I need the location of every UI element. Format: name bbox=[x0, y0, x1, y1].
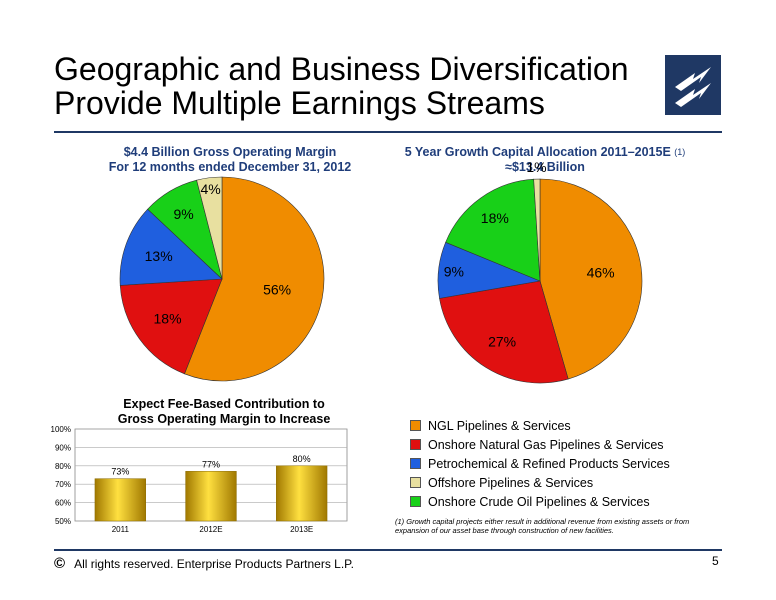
pie2-title-line-1: 5 Year Growth Capital Allocation 2011–20… bbox=[404, 145, 671, 159]
pie1-subtitle: $4.4 Billion Gross Operating Margin For … bbox=[80, 145, 380, 175]
pie-slice-onshore-natural-gas-pipelines-services bbox=[439, 280, 569, 384]
pie-slice-label: 1% bbox=[526, 159, 546, 175]
bar-y-tick-label: 60% bbox=[55, 499, 71, 508]
pie2-title-footnote-ref: (1) bbox=[674, 147, 686, 157]
title-line-2: Provide Multiple Earnings Streams bbox=[54, 85, 545, 121]
pie-chart-growth-capital: 46% 27% 9% 18% 1% bbox=[437, 159, 643, 384]
legend: NGL Pipelines & Services Onshore Natural… bbox=[410, 416, 670, 511]
bar-y-tick-label: 70% bbox=[55, 480, 71, 489]
bar-value-label: 80% bbox=[293, 454, 311, 464]
footer-rule bbox=[54, 549, 722, 551]
pie-slice-label: 27% bbox=[488, 333, 516, 349]
pie-slice-offshore-pipelines-services bbox=[196, 176, 223, 280]
legend-label: Onshore Crude Oil Pipelines & Services bbox=[428, 494, 650, 509]
copyright: © All rights reserved. Enterprise Produc… bbox=[54, 555, 354, 572]
pie-chart-gross-operating-margin: 56% 18% 13% 9% 4% bbox=[119, 176, 325, 382]
legend-item-onshore-gas: Onshore Natural Gas Pipelines & Services bbox=[410, 435, 670, 454]
bar-x-tick-label: 2013E bbox=[290, 525, 313, 534]
pie1-title-line-2: For 12 months ended December 31, 2012 bbox=[108, 160, 352, 174]
copyright-icon: © bbox=[54, 555, 66, 572]
pie-slice-label: 9% bbox=[173, 206, 193, 222]
pie-slice-label: 4% bbox=[201, 181, 221, 197]
pie2-title-line-2: ≈$13.4 Billion bbox=[505, 160, 585, 174]
pie-slice-petrochemical-refined-products-services bbox=[119, 208, 223, 286]
bar-x-tick-label: 2012E bbox=[199, 525, 222, 534]
pie-slice-label: 9% bbox=[444, 264, 464, 280]
bar-2013e bbox=[276, 465, 328, 522]
title-line-1: Geographic and Business Diversification bbox=[54, 51, 629, 87]
legend-item-petrochem: Petrochemical & Refined Products Service… bbox=[410, 454, 670, 473]
page-number: 5 bbox=[712, 554, 719, 568]
pie-slice-label: 18% bbox=[481, 210, 509, 226]
bar-title-line-2: Gross Operating Margin to Increase bbox=[117, 412, 331, 426]
pie-slice-label: 18% bbox=[154, 311, 182, 327]
bar-y-tick-label: 90% bbox=[55, 443, 71, 452]
bar-2012e bbox=[185, 471, 237, 522]
legend-label: Onshore Natural Gas Pipelines & Services bbox=[428, 437, 664, 452]
pie-slice-ngl-pipelines-services bbox=[539, 178, 643, 380]
pie2-subtitle: 5 Year Growth Capital Allocation 2011–20… bbox=[380, 145, 710, 175]
copyright-text: All rights reserved. Enterprise Products… bbox=[74, 556, 354, 571]
pie-slice-ngl-pipelines-services bbox=[184, 176, 325, 382]
pie-slice-label: 56% bbox=[263, 282, 291, 298]
pie-slice-onshore-natural-gas-pipelines-services bbox=[119, 278, 223, 375]
pie1-title-line-1: $4.4 Billion Gross Operating Margin bbox=[123, 145, 337, 159]
pie-slice-label: 46% bbox=[587, 264, 615, 280]
page-title: Geographic and Business Diversification … bbox=[54, 52, 654, 120]
legend-label: NGL Pipelines & Services bbox=[428, 418, 571, 433]
header-rule bbox=[54, 131, 722, 133]
legend-label: Petrochemical & Refined Products Service… bbox=[428, 456, 670, 471]
bar-chart-fee-based: 50% 60% 70% 80% 90% 100% 73% 2011 77% 2012E 80% 201… bbox=[51, 425, 348, 534]
bar-2011 bbox=[94, 478, 146, 522]
bar-y-tick-label: 80% bbox=[55, 462, 71, 471]
pie-slice-offshore-pipelines-services bbox=[533, 178, 541, 282]
bar-value-label: 73% bbox=[111, 467, 129, 477]
bar-y-tick-label: 100% bbox=[51, 425, 71, 434]
legend-item-ngl: NGL Pipelines & Services bbox=[410, 416, 670, 435]
pie-slice-label: 13% bbox=[145, 248, 173, 264]
bar-chart-title: Expect Fee-Based Contribution to Gross O… bbox=[94, 397, 354, 427]
legend-label: Offshore Pipelines & Services bbox=[428, 475, 594, 490]
footnote: (1) Growth capital projects either resul… bbox=[395, 517, 690, 535]
legend-swatch bbox=[410, 420, 421, 431]
legend-item-offshore: Offshore Pipelines & Services bbox=[410, 473, 670, 492]
legend-swatch bbox=[410, 477, 421, 488]
bar-value-label: 77% bbox=[202, 459, 220, 469]
bar-title-line-1: Expect Fee-Based Contribution to bbox=[123, 397, 325, 411]
legend-item-crude: Onshore Crude Oil Pipelines & Services bbox=[410, 492, 670, 511]
bar-x-tick-label: 2011 bbox=[112, 525, 130, 534]
legend-swatch bbox=[410, 458, 421, 469]
bar-y-tick-label: 50% bbox=[55, 517, 71, 526]
legend-swatch bbox=[410, 439, 421, 450]
legend-swatch bbox=[410, 496, 421, 507]
company-logo bbox=[665, 55, 721, 115]
pie-slice-onshore-crude-oil-pipelines-services bbox=[445, 178, 541, 282]
